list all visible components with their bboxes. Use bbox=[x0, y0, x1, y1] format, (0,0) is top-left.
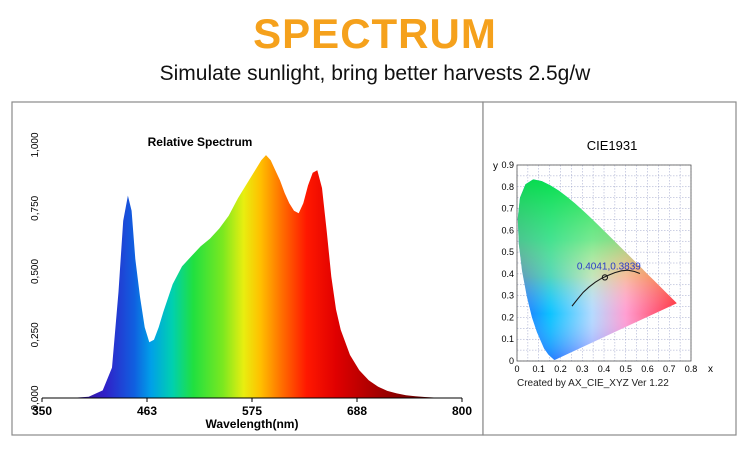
cie-chromaticity-point bbox=[601, 274, 609, 281]
cie-y-tick-label: 0.6 bbox=[501, 225, 514, 235]
cie-x-tick-label: 0.8 bbox=[685, 364, 698, 374]
cie-x-tick-label: 0.7 bbox=[663, 364, 676, 374]
spectrum-y-tick-label: 0,750 bbox=[30, 195, 41, 220]
cie-y-tick-label: 0 bbox=[509, 356, 514, 366]
cie-x-tick-label: 0.2 bbox=[554, 364, 567, 374]
cie-y-tick-label: 0.8 bbox=[501, 182, 514, 192]
cie-x-tick-label: 0.1 bbox=[532, 364, 545, 374]
spectrum-x-tick-label: 350 bbox=[32, 404, 52, 418]
cie-y-tick-label: 0.4 bbox=[501, 269, 514, 279]
cie-chart: CIE1931 0.4041,0.3839 0 0.1 0.2 0.3 0.4 0.5 0.… bbox=[493, 138, 713, 389]
cie-y-tick-label: 0.9 bbox=[501, 160, 514, 170]
page-subtitle: Simulate sunlight, bring better harvests… bbox=[159, 62, 591, 85]
spectrum-title: Relative Spectrum bbox=[148, 135, 253, 149]
spectrum-chart: 350 463 575 688 800 0,000 0,250 0,500 0,750 1,00… bbox=[30, 132, 472, 431]
cie-x-label: x bbox=[708, 364, 713, 375]
cie-y-tick-label: 0.2 bbox=[501, 312, 514, 322]
cie-x-ticks: 0 0.1 0.2 0.3 0.4 0.5 0.6 0.7 0.8 bbox=[514, 364, 697, 374]
spectrum-x-tick-label: 800 bbox=[452, 404, 472, 418]
spectrum-x-label: Wavelength(nm) bbox=[206, 417, 299, 431]
cie-planckian-locus bbox=[571, 269, 641, 307]
page-title: SPECTRUM bbox=[253, 10, 497, 57]
cie-y-tick-label: 0.3 bbox=[501, 291, 514, 301]
cie-plot-frame bbox=[516, 164, 692, 362]
cie-title: CIE1931 bbox=[587, 138, 638, 153]
cie-y-tick-label: 0.1 bbox=[501, 334, 514, 344]
cie-y-ticks: 0 0.1 0.2 0.3 0.4 0.5 0.6 0.7 0.8 0.9 bbox=[501, 160, 514, 366]
spectrum-y-tick-label: 0,000 bbox=[30, 385, 41, 410]
cie-gamut-overlay bbox=[517, 179, 677, 360]
cie-y-tick-label: 0.7 bbox=[501, 204, 514, 214]
spectrum-area bbox=[70, 155, 462, 398]
spectrum-y-ticks: 0,000 0,250 0,500 0,750 1,000 bbox=[30, 132, 41, 410]
cie-x-tick-label: 0.5 bbox=[619, 364, 632, 374]
cie-x-tick-label: 0.3 bbox=[576, 364, 589, 374]
cie-footnote: Created by AX_CIE_XYZ Ver 1.22 bbox=[517, 378, 669, 389]
spectrum-x-tick-label: 575 bbox=[242, 404, 262, 418]
cie-y-tick-label: 0.5 bbox=[501, 247, 514, 257]
cie-x-tick-label: 0.6 bbox=[641, 364, 654, 374]
spectrum-x-tick-label: 463 bbox=[137, 404, 157, 418]
spectrum-y-tick-label: 0,250 bbox=[30, 322, 41, 347]
cie-y-label: y bbox=[493, 161, 498, 172]
spectrum-y-tick-label: 0,500 bbox=[30, 259, 41, 284]
cie-x-tick-label: 0.4 bbox=[598, 364, 611, 374]
spectrum-x-tick-label: 688 bbox=[347, 404, 367, 418]
cie-x-tick-label: 0 bbox=[514, 364, 519, 374]
spectrum-x-ticks: 350 463 575 688 800 bbox=[32, 398, 472, 418]
cie-point-label: 0.4041,0.3839 bbox=[577, 261, 641, 272]
spectrum-y-tick-label: 1,000 bbox=[30, 132, 41, 157]
